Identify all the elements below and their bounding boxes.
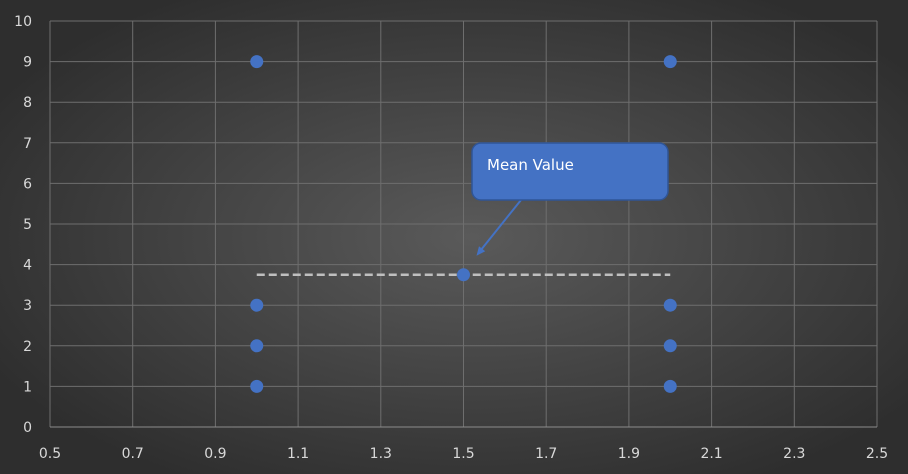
x-tick-label: 1.5 (452, 446, 474, 462)
y-tick-label: 9 (23, 55, 32, 71)
y-tick-label: 1 (23, 379, 32, 395)
mean-value-callout: Mean Value (471, 142, 669, 256)
x-tick-label: 2.3 (783, 446, 805, 462)
data-point (663, 339, 677, 353)
x-tick-label: 2.1 (700, 446, 722, 462)
y-tick-label: 3 (23, 298, 32, 314)
x-tick-label: 1.9 (618, 446, 640, 462)
y-tick-label: 0 (23, 420, 32, 436)
mean-point (457, 268, 470, 282)
x-tick-label: 0.9 (204, 446, 226, 462)
y-tick-label: 5 (23, 217, 32, 233)
data-point (250, 339, 264, 353)
x-tick-label: 1.1 (287, 446, 309, 462)
y-tick-label: 7 (23, 136, 32, 152)
x-tick-label: 1.7 (535, 446, 557, 462)
data-point (663, 379, 677, 393)
callout-label: Mean Value (487, 156, 574, 174)
data-point (250, 379, 264, 393)
data-point (250, 298, 264, 312)
y-tick-label: 8 (23, 95, 32, 111)
x-tick-label: 1.3 (370, 446, 392, 462)
data-point (663, 298, 677, 312)
callout-box (471, 142, 669, 201)
y-tick-label: 10 (14, 14, 32, 30)
y-tick-label: 2 (23, 339, 32, 355)
data-point (250, 55, 264, 69)
y-tick-label: 6 (23, 176, 32, 192)
x-tick-label: 0.5 (39, 446, 61, 462)
callout-arrow (478, 199, 522, 253)
x-tick-label: 2.5 (866, 446, 888, 462)
data-point (663, 55, 677, 69)
y-tick-label: 4 (23, 258, 32, 274)
x-tick-label: 0.7 (122, 446, 144, 462)
callout-arrowhead (476, 246, 486, 256)
